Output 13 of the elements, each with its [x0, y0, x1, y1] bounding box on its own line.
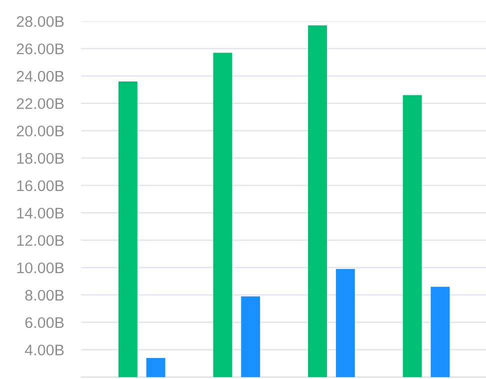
y-tick-label: 12.00B [17, 235, 64, 246]
y-tick-label: 26.00B [16, 43, 64, 54]
y-tick-label: 18.00B [17, 152, 64, 164]
y-tick-label: 24.00B [16, 70, 64, 82]
y-tick-label: 14.00B [17, 208, 64, 219]
y-tick-label: 22.00B [16, 98, 64, 110]
y-tick-label: 28.00B [16, 16, 64, 27]
y-tick-label: 8.00B [25, 290, 64, 301]
y-tick-label: 20.00B [16, 126, 64, 136]
y-tick-label: 10.00B [17, 262, 64, 274]
y-tick-label: 6.00B [25, 317, 64, 328]
y-tick-label: 4.00B [24, 344, 64, 356]
y-tick-label: 16.00B [17, 180, 64, 192]
